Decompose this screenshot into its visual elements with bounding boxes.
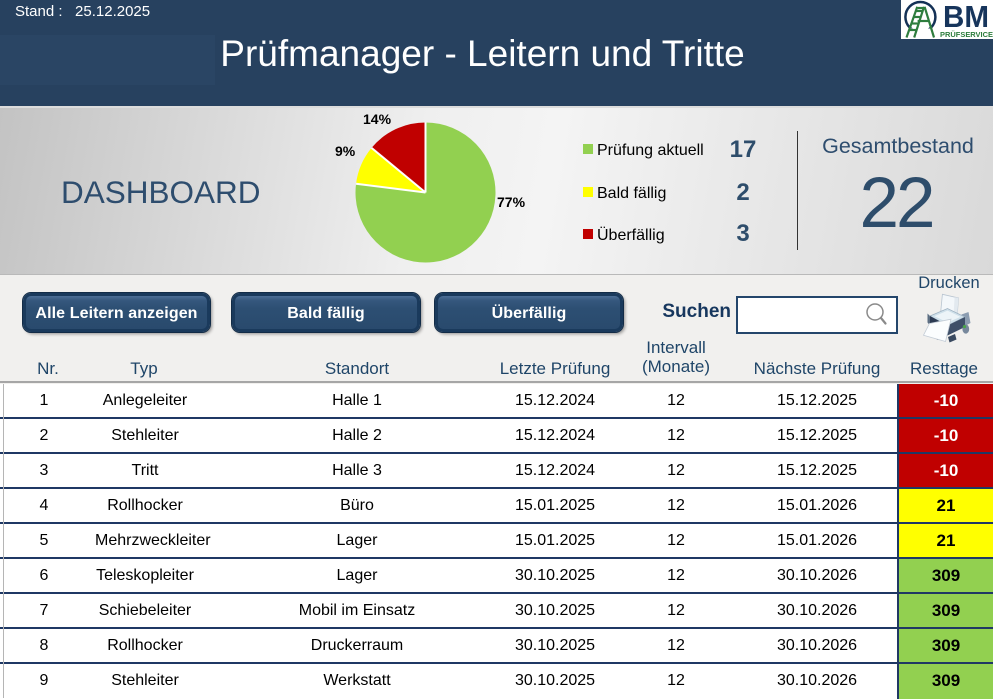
svg-text:BM: BM <box>943 0 989 34</box>
svg-text:PRÜFSERVICE: PRÜFSERVICE <box>940 30 993 39</box>
